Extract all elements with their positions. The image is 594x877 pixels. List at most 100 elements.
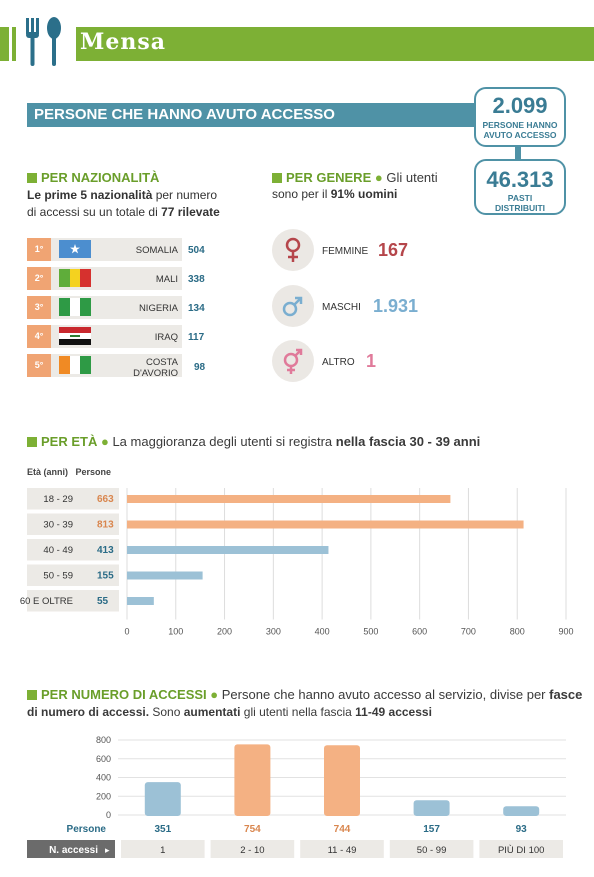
nationality-row: 1° SOMALIA	[27, 238, 182, 261]
age-category-cell	[27, 564, 119, 586]
age-col-age: Età (anni)	[27, 467, 69, 477]
nationality-heading: PER NAZIONALITÀ	[27, 170, 159, 185]
nationality-name: SOMALIA	[135, 245, 178, 256]
acc-value-label: 351	[154, 824, 171, 835]
acc-category-cell	[479, 840, 563, 858]
access-title: PERSONE CHE HANNO AVUTO ACCESSO	[34, 106, 335, 123]
gender-title: PER GENERE	[286, 170, 372, 185]
acc-tick-label: 0	[106, 810, 111, 820]
accesses-desc-6: gli utenti nella fascia	[240, 705, 356, 719]
mali-flag-icon	[59, 269, 91, 287]
people-label-1: PERSONE HANNO	[482, 120, 558, 130]
age-category-label: 30 - 39	[43, 520, 73, 531]
nigeria-flag-icon	[59, 298, 91, 316]
acc-value-label: 744	[334, 824, 351, 835]
age-heading: PER ETÀ ● La maggioranza degli utenti si…	[27, 434, 480, 449]
nationality-name: IRAQ	[154, 332, 178, 343]
people-count: 2.099	[492, 93, 548, 118]
age-bar	[127, 597, 154, 605]
nationality-value: 134	[188, 303, 205, 314]
gender-label: MASCHI	[322, 302, 361, 313]
meals-count: 46.313	[486, 167, 554, 192]
gender-value: 1	[366, 351, 377, 371]
nationality-row: 5° COSTA D'AVORIO	[27, 354, 182, 379]
acc-bar	[413, 800, 450, 816]
gender-label: FEMMINE	[322, 246, 369, 257]
gender-desc-3: 91% uomini	[330, 187, 398, 201]
acc-bar	[144, 782, 181, 816]
acc-bar	[503, 806, 540, 816]
acc-category-cell	[389, 840, 474, 858]
page-title: Mensa	[80, 29, 166, 55]
nationality-row: 4° IRAQ	[27, 325, 182, 348]
other-gender-icon	[272, 340, 314, 382]
bubble-connector	[515, 147, 521, 159]
people-label-2: AVUTO ACCESSO	[483, 130, 557, 140]
age-title: PER ETÀ	[41, 434, 98, 449]
age-value-label: 155	[97, 571, 114, 582]
acc-category-cell	[300, 840, 384, 858]
gender-heading: PER GENERE ● Gli utenti	[272, 170, 438, 185]
age-category-cell	[27, 488, 119, 510]
acc-value-label: 157	[423, 824, 440, 835]
acc-category-cell	[121, 840, 205, 858]
age-tick-label: 700	[461, 627, 476, 637]
accesses-bar-chart: 0 200 400 600 800 Persone N. accessi ▸ 351 1 754 2 …	[27, 735, 566, 858]
ivory-coast-flag-icon	[59, 356, 91, 374]
nationality-value: 338	[188, 274, 205, 285]
nationality-title: PER NAZIONALITÀ	[41, 170, 160, 185]
cutlery-icon	[16, 10, 76, 70]
age-bar-chart: 0 100 200 300 400 500 600 700 800 900 18 - 29 663 30…	[20, 488, 574, 637]
accesses-desc-2: fasce	[549, 687, 583, 702]
age-category-cell	[27, 539, 119, 561]
accesses-desc-5: aumentati	[183, 705, 241, 719]
nationality-name: NIGERIA	[138, 303, 178, 314]
somalia-flag-icon	[59, 240, 91, 258]
acc-tick-label: 400	[96, 773, 111, 783]
age-desc-2: nella fascia 30 - 39 anni	[335, 434, 481, 449]
acc-bar	[234, 744, 271, 816]
age-bar	[127, 495, 451, 503]
acc-category-label: 50 - 99	[417, 845, 447, 856]
acc-tick-label: 200	[96, 791, 111, 801]
meals-count-bubble: 46.313 PASTI DISTRIBUITI	[474, 159, 566, 215]
nationality-desc-1: Le prime 5 nazionalità	[27, 188, 153, 202]
header-bar	[0, 27, 594, 61]
age-col-people: Persone	[75, 467, 112, 477]
age-bar	[127, 520, 524, 529]
meals-label-2: DISTRIBUITI	[494, 203, 546, 213]
header-accent	[0, 27, 12, 61]
nationality-desc: Le prime 5 nazionalità per numero di acc…	[27, 187, 257, 221]
female-icon	[272, 229, 314, 271]
nationality-rank: 2°	[27, 267, 51, 290]
age-category-label: 18 - 29	[43, 494, 73, 505]
acc-category-label: 2 - 10	[240, 845, 264, 856]
acc-n-arrow-icon: ▸	[105, 845, 110, 855]
gender-value: 1.931	[373, 296, 419, 316]
accesses-heading: PER NUMERO DI ACCESSI ● Persone che hann…	[27, 687, 582, 702]
acc-category-label: 11 - 49	[328, 845, 357, 856]
age-col-header: Età (anni) Persone	[27, 467, 111, 477]
nationality-name-line-2: D'AVORIO	[133, 368, 178, 379]
acc-bar	[324, 745, 360, 816]
accesses-desc-1: Persone che hanno avuto accesso al servi…	[221, 687, 550, 702]
nationality-desc-4: 77 rilevate	[161, 205, 220, 219]
nationality-rank: 4°	[27, 325, 51, 348]
acc-people-label: Persone	[67, 824, 107, 835]
gender-desc-1: Gli utenti	[386, 170, 438, 185]
age-desc-1: La maggioranza degli utenti si registra	[112, 434, 336, 449]
acc-n-label: N. accessi	[49, 845, 98, 856]
nationality-name: MALI	[155, 274, 178, 285]
age-category-cell	[27, 513, 119, 535]
nationality-row: 2° MALI	[27, 267, 182, 290]
age-tick-label: 600	[412, 627, 427, 637]
age-bar	[127, 571, 203, 580]
gender-desc: sono per il 91% uomini	[272, 187, 397, 201]
gender-value: 167	[378, 240, 409, 260]
accesses-desc-3: di numero di accessi.	[27, 705, 150, 719]
gender-label: ALTRO	[322, 357, 355, 368]
acc-value-label: 93	[516, 824, 528, 835]
nationality-value: 117	[188, 332, 205, 343]
accesses-desc: di numero di accessi. Sono aumentati gli…	[27, 705, 432, 719]
acc-tick-label: 800	[96, 735, 111, 745]
